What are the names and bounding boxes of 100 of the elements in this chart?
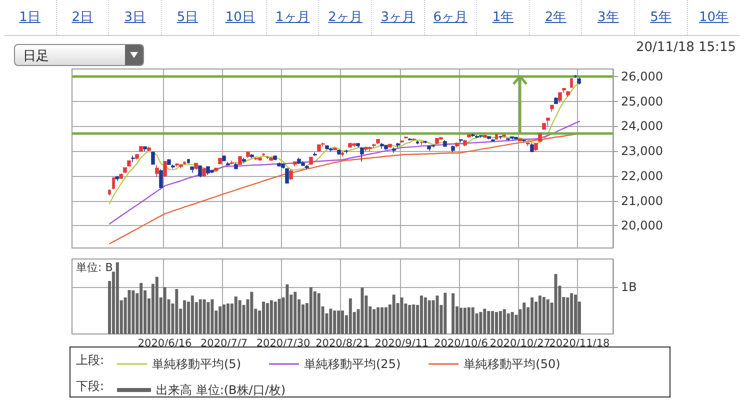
candlestick [570,78,573,88]
bar [198,299,202,334]
text: 2日 [56,0,110,35]
candlestick [187,158,190,164]
candlestick [305,164,309,170]
y-tick-label: 24,000 [621,119,663,134]
candlestick [115,176,119,182]
bar [175,289,178,334]
candlestick [329,148,333,152]
candlestick [222,155,226,162]
bar [222,304,226,334]
text: 10日 [214,0,267,35]
bar [341,310,344,334]
bar [163,287,166,334]
candlestick [467,134,471,138]
bar [202,299,206,334]
candlestick [510,136,514,140]
bar [309,287,312,334]
candlestick [364,146,368,152]
candlestick [325,145,329,150]
bar [463,308,466,334]
candlestick [423,140,427,144]
candlestick [293,161,297,167]
text: 3日 [109,0,162,35]
candlestick [341,152,344,157]
candlestick [337,149,341,156]
candlestick [123,167,127,174]
candlestick [380,142,384,150]
bar [234,296,238,334]
candlestick [506,138,510,141]
candlestick [151,151,155,165]
candlestick [546,118,550,127]
bar [424,297,427,334]
candlestick [439,136,443,140]
annotation: 単位: B [76,261,113,274]
bar [483,308,486,334]
x-tick-label: 2020/7/7 [200,338,248,350]
line-series [108,83,580,204]
candlestick [139,146,143,152]
y-tick-label: 21,000 [621,194,663,208]
bar [317,293,320,334]
bar [459,308,462,334]
candlestick [392,146,396,154]
candlestick [435,138,439,144]
candlestick [254,157,258,160]
bar [444,292,447,334]
bar [498,311,502,334]
candlestick [479,134,483,138]
candlestick [538,132,542,142]
candlestick [285,168,289,184]
candlestick [119,173,123,180]
candlestick [577,77,581,85]
text: 1年 [477,0,530,35]
x-tick-label: 2020/11/18 [549,338,610,350]
candlestick [502,134,506,138]
bar [412,304,416,334]
candlestick [499,135,502,140]
candlestick [135,154,139,160]
candlestick [297,157,301,164]
bar [116,262,119,334]
bar [428,300,431,334]
candlestick [301,160,305,166]
text: 10年 [698,9,730,27]
candlestick [384,144,388,150]
candlestick [155,164,159,178]
candlestick [269,156,273,162]
candlestick [360,146,364,162]
bar [270,300,273,334]
candlestick [526,142,530,146]
bar [348,298,352,334]
candlestick [416,140,419,145]
bar [183,300,186,334]
text: 2ヶ月 [319,0,372,35]
candlestick [443,140,447,148]
bar [574,294,577,334]
candlestick [159,168,163,188]
bar [376,307,380,334]
x-tick-label: 2020/6/16 [138,338,192,350]
bar [436,296,439,334]
candlestick [404,136,408,139]
legend-label: 単純移動平均(50) [464,357,560,371]
candlestick [183,160,186,165]
candlestick [459,139,463,143]
bar [372,309,376,334]
legend-title: 上段: [76,353,104,367]
candlestick [333,147,337,151]
candlestick [147,146,151,152]
bar [278,298,281,334]
legend-title: 下段: [76,379,104,393]
candlestick [518,138,522,142]
candlestick [514,136,518,140]
candlestick [487,136,491,140]
bar [132,290,135,334]
candlestick [427,145,431,152]
candlestick [175,162,179,167]
bar [250,292,254,334]
bar [530,297,534,334]
candlestick [313,152,317,156]
bar [337,310,340,334]
candlestick [167,158,171,166]
